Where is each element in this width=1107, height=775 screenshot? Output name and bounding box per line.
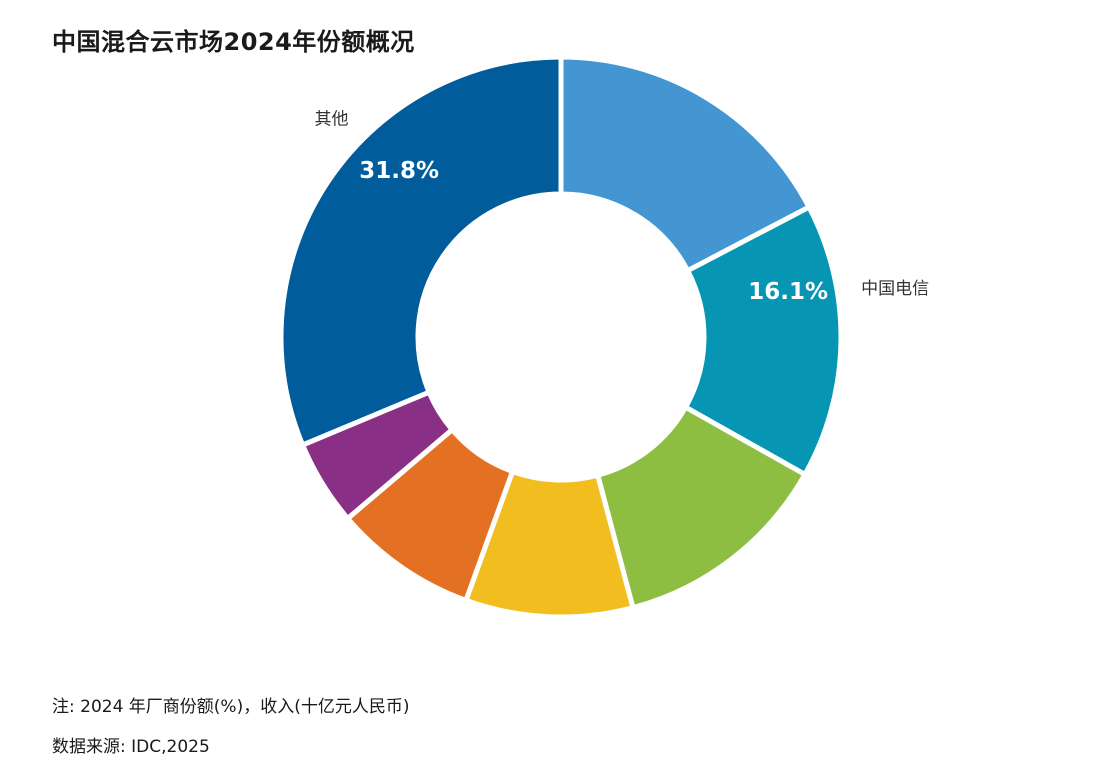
slice-category-label-2: 中国电信 xyxy=(861,279,929,299)
donut-chart: 16.1% 31.8% 中国电信 其他 xyxy=(278,54,930,620)
chart-title: 中国混合云市场2024年份额概况 xyxy=(52,28,415,56)
donut-slice-2 xyxy=(682,203,844,478)
slice-value-label-2: 16.1% xyxy=(748,279,828,305)
donut-slice-1 xyxy=(558,54,813,275)
data-source: 数据来源: IDC,2025 xyxy=(52,737,210,757)
donut-slice-3 xyxy=(594,403,809,611)
slice-value-label-7: 31.8% xyxy=(359,158,439,184)
slices-group xyxy=(278,54,844,620)
chart-note: 注: 2024 年厂商份额(%)，收入(十亿元人民币) xyxy=(52,697,410,717)
value-labels-group: 16.1% 31.8% xyxy=(359,158,828,305)
slice-category-label-7: 其他 xyxy=(315,110,349,130)
donut-slice-7 xyxy=(278,54,564,449)
category-labels-group: 中国电信 其他 xyxy=(315,110,930,299)
